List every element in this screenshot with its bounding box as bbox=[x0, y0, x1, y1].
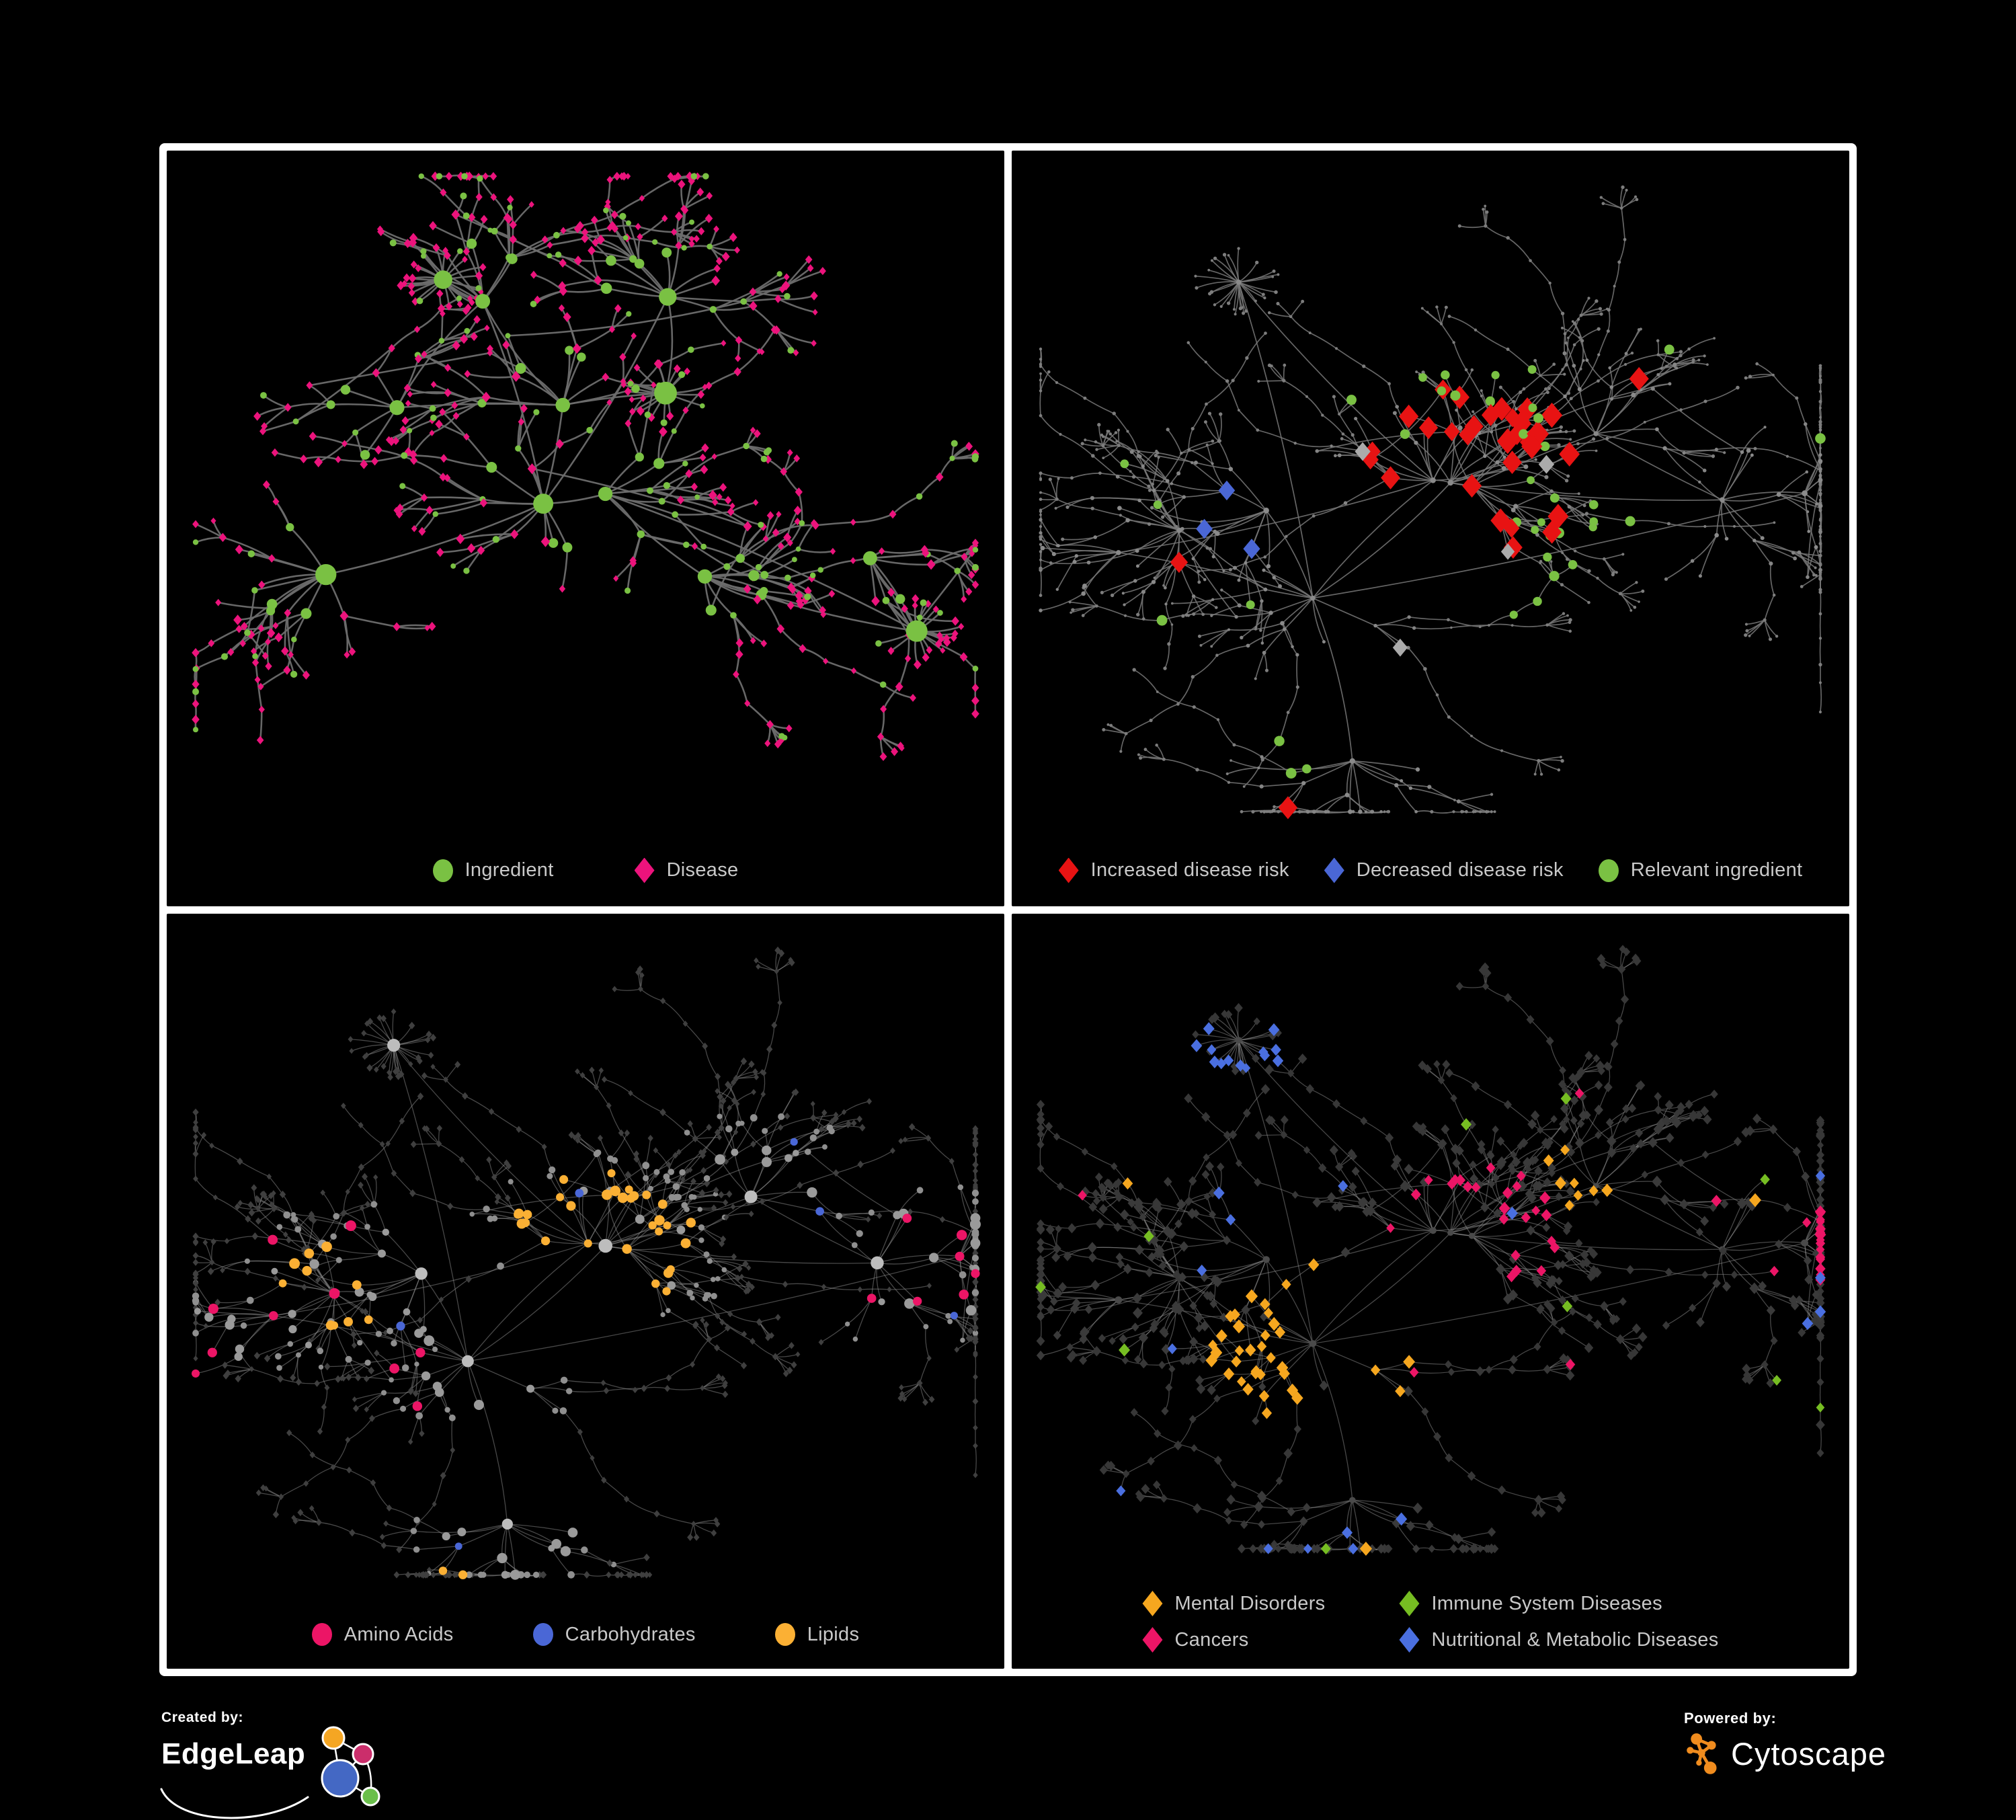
legend-item: Relevant ingredient bbox=[1598, 859, 1803, 882]
legend-item: Mental Disorders bbox=[1142, 1591, 1325, 1616]
legend-item: Nutritional & Metabolic Diseases bbox=[1399, 1627, 1718, 1653]
edgeleap-logo-icon bbox=[321, 1726, 380, 1807]
edgeleap-wordmark: EdgeLeap bbox=[161, 1737, 306, 1770]
legend-macronutrients: Amino Acids Carbohydrates Lipids bbox=[167, 1623, 1004, 1646]
legend-label: Decreased disease risk bbox=[1356, 859, 1564, 881]
disease-risk-network bbox=[1039, 185, 1826, 820]
legend-item: Immune System Diseases bbox=[1399, 1591, 1718, 1616]
macronutrients-network bbox=[191, 946, 981, 1580]
created-by-label: Created by: bbox=[161, 1710, 244, 1725]
legend-label: Carbohydrates bbox=[565, 1623, 696, 1645]
figure-grid: Ingredient Disease Increased disease ris… bbox=[159, 143, 1857, 1676]
legend-label: Ingredient bbox=[465, 859, 554, 881]
legend-ingredient-disease: Ingredient Disease bbox=[167, 857, 1004, 883]
carbohydrates-marker-icon bbox=[532, 1623, 553, 1646]
disease-marker-icon bbox=[634, 857, 655, 883]
legend-label: Mental Disorders bbox=[1174, 1592, 1326, 1614]
legend-label: Immune System Diseases bbox=[1431, 1592, 1662, 1614]
legend-label: Increased disease risk bbox=[1090, 859, 1289, 881]
legend-item: Amino Acids bbox=[311, 1623, 454, 1646]
ingredient-marker-icon bbox=[432, 859, 453, 882]
mental-disorders-marker-icon bbox=[1142, 1591, 1163, 1616]
legend-item: Cancers bbox=[1142, 1627, 1325, 1653]
panel-disease-risk: Increased disease risk Decreased disease… bbox=[1012, 151, 1849, 906]
cytoscape-logo-icon bbox=[1687, 1733, 1717, 1774]
edgeleap-branding: Created by: EdgeLeap bbox=[160, 1710, 386, 1819]
legend-label: Nutritional & Metabolic Diseases bbox=[1431, 1628, 1719, 1651]
legend-label: Disease bbox=[666, 859, 739, 881]
powered-by-label: Powered by: bbox=[1684, 1710, 1777, 1727]
edgeleap-swoosh bbox=[160, 1788, 309, 1819]
disease-classes-network bbox=[1035, 944, 1826, 1556]
legend-label: Lipids bbox=[807, 1623, 860, 1645]
cytoscape-branding: Powered by: Cytoscape bbox=[1684, 1710, 1886, 1776]
panel-disease-classes: Mental Disorders Immune System Diseases … bbox=[1012, 913, 1849, 1669]
amino-acids-marker-icon bbox=[311, 1623, 332, 1646]
legend-label: Amino Acids bbox=[344, 1623, 454, 1645]
legend-item: Decreased disease risk bbox=[1324, 857, 1564, 883]
legend-disease-classes: Mental Disorders Immune System Diseases … bbox=[1142, 1591, 1718, 1653]
decreased-risk-marker-icon bbox=[1324, 857, 1344, 883]
relevant-ingredient-marker-icon bbox=[1598, 859, 1619, 882]
immune-diseases-marker-icon bbox=[1399, 1591, 1420, 1616]
panel-macronutrients: Amino Acids Carbohydrates Lipids bbox=[167, 913, 1004, 1669]
cytoscape-wordmark: Cytoscape bbox=[1731, 1735, 1887, 1772]
legend-item: Lipids bbox=[774, 1623, 860, 1646]
increased-risk-marker-icon bbox=[1058, 857, 1079, 883]
legend-item: Ingredient bbox=[432, 859, 554, 882]
legend-label: Relevant ingredient bbox=[1630, 859, 1803, 881]
lipids-marker-icon bbox=[774, 1623, 795, 1646]
panel-ingredient-disease: Ingredient Disease bbox=[167, 151, 1004, 906]
legend-item: Carbohydrates bbox=[532, 1623, 696, 1646]
cancers-marker-icon bbox=[1142, 1627, 1163, 1653]
legend-item: Increased disease risk bbox=[1058, 857, 1289, 883]
legend-label: Cancers bbox=[1174, 1628, 1249, 1651]
metabolic-diseases-marker-icon bbox=[1399, 1627, 1420, 1653]
ingredient-disease-network bbox=[192, 171, 979, 761]
legend-disease-risk: Increased disease risk Decreased disease… bbox=[1012, 857, 1849, 883]
legend-item: Disease bbox=[634, 857, 739, 883]
